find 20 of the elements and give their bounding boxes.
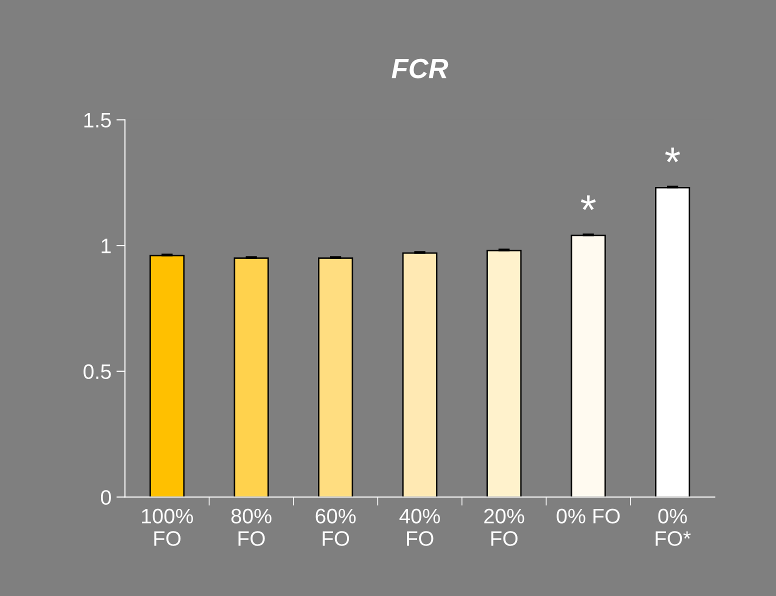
bar	[402, 252, 438, 498]
bar	[234, 257, 269, 498]
bar	[486, 250, 522, 498]
x-tick-label: 100% FO	[142, 508, 193, 546]
bar	[570, 234, 606, 498]
annotation: *	[580, 195, 596, 210]
y-tick-label: 1	[102, 238, 111, 254]
chart-title: FCR	[392, 58, 448, 78]
y-tick-label: 1.5	[84, 113, 111, 128]
x-tick-label: 60% FO	[316, 508, 356, 546]
y-tick-label: 0.5	[84, 364, 111, 380]
x-tick-label: 80% FO	[231, 508, 272, 546]
x-tick-label: 20% FO	[484, 508, 524, 546]
x-tick-label: 0% FO	[556, 508, 620, 524]
x-tick-label: 0% FO*	[656, 508, 691, 546]
x-tick-label: 40% FO	[399, 508, 440, 546]
y-tick-label: 0	[100, 490, 111, 505]
bar	[318, 257, 354, 498]
annotation: *	[665, 148, 680, 162]
bar	[150, 254, 185, 498]
